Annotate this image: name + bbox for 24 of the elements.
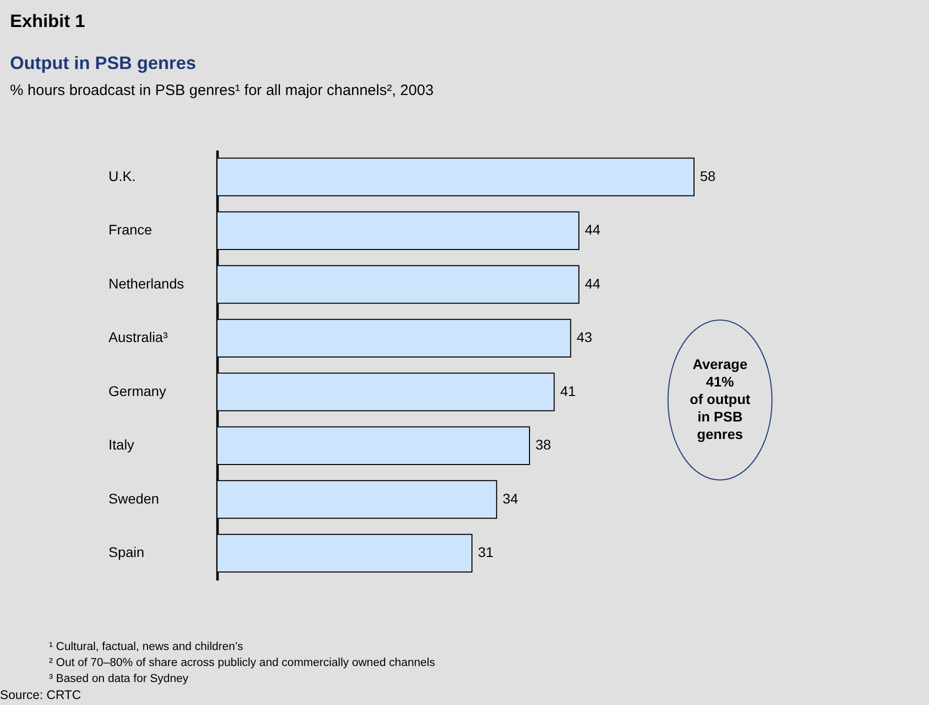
text: ² Out of 70–80% of share across publicly and commercially owned channels (49, 657, 436, 669)
y-tick-label: Netherlands (108, 275, 184, 292)
chart-title: Output in PSB genres (10, 53, 196, 73)
y-tick-label: Germany (108, 382, 166, 399)
y-tick-label: U.K. (108, 168, 136, 184)
chart-subtitle: % hours broadcast in PSB genres¹ for all major channels², 2003 (10, 82, 434, 99)
annotation: Average 41% of output in PSB genres (690, 356, 751, 442)
y-tick-label: Sweden (108, 490, 160, 506)
y-tick-label: France (108, 222, 152, 238)
data-label: 43 (576, 329, 592, 346)
source-note: Source: CRTC (0, 688, 82, 702)
data-label: 31 (478, 544, 494, 560)
data-label: 41 (560, 382, 576, 399)
data-label: 38 (536, 436, 552, 453)
y-tick-label: Spain (108, 544, 144, 560)
data-label: 44 (584, 275, 601, 292)
text: Exhibit 1 (10, 11, 86, 31)
y-tick-label: Italy (108, 436, 134, 453)
data-label: 44 (584, 222, 601, 238)
text: ³ Based on data for Sydney (49, 673, 189, 685)
text: ¹ Cultural, factual, news and children’s (49, 641, 244, 653)
data-label: 58 (700, 168, 716, 184)
y-tick-label: Australia³ (108, 329, 168, 346)
data-label: 34 (502, 490, 518, 506)
